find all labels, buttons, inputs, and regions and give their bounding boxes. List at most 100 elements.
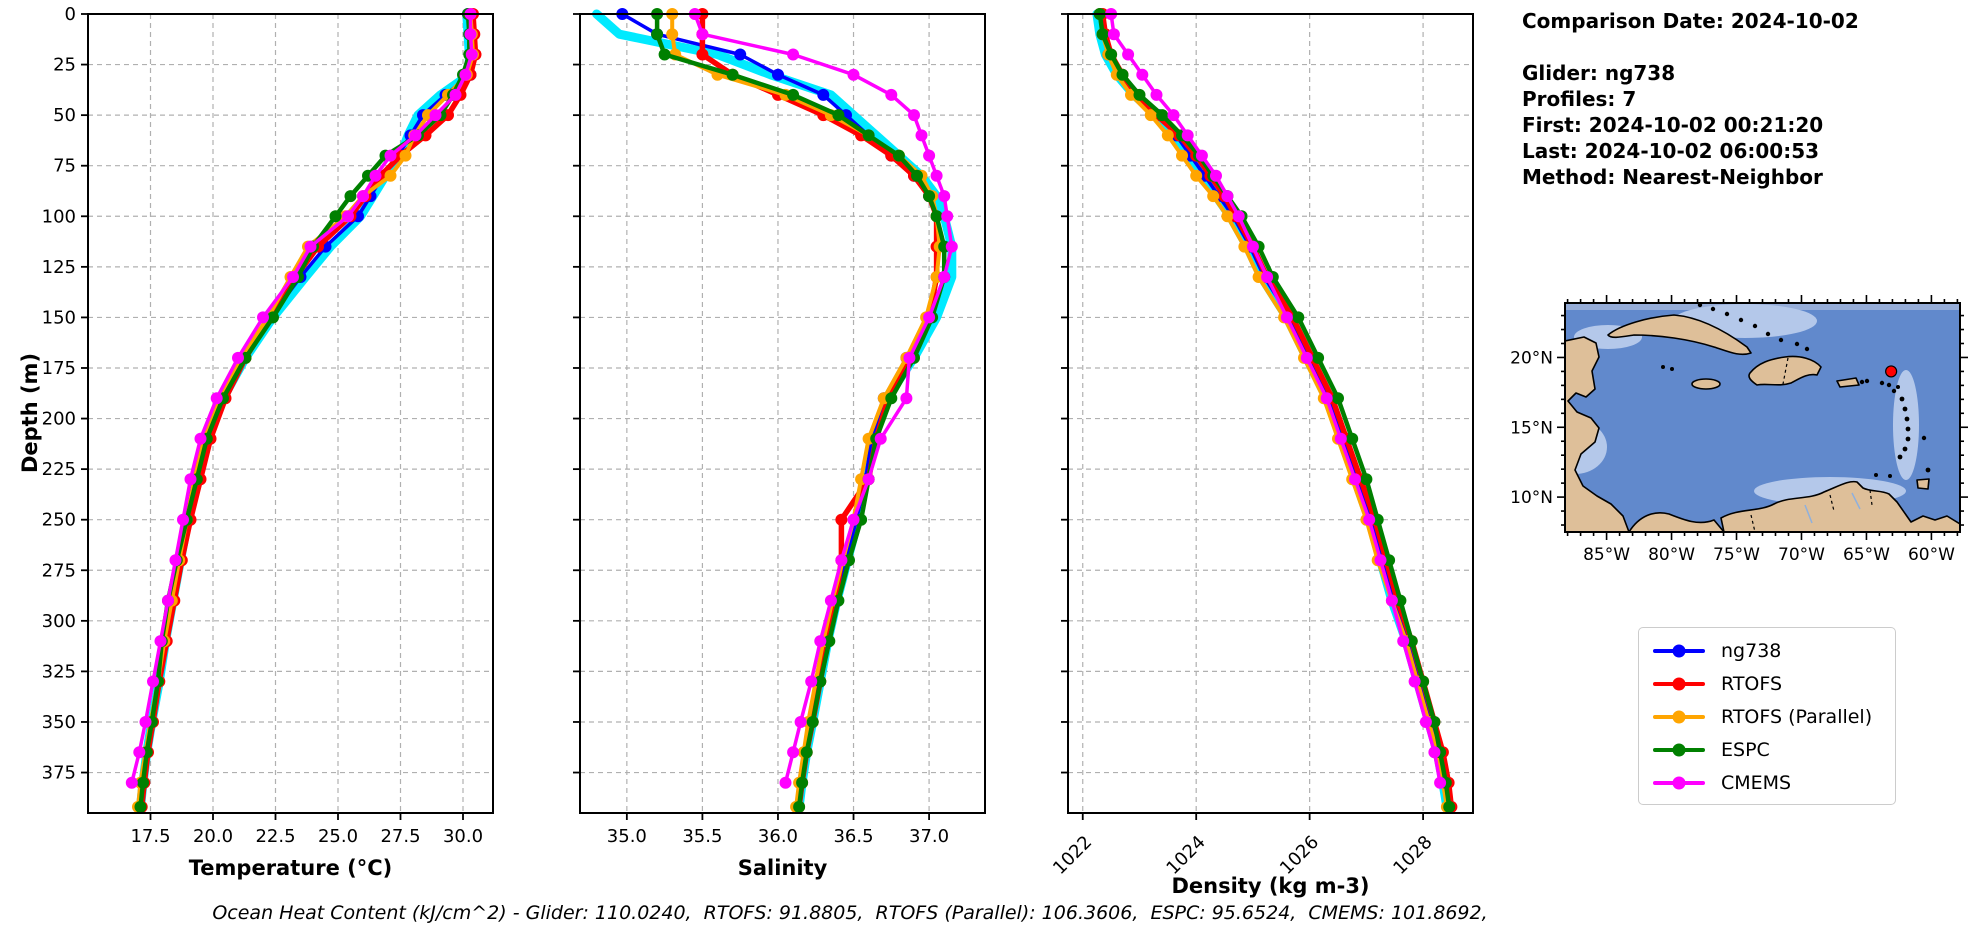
svg-text:Density (kg m-3): Density (kg m-3) [1171, 874, 1369, 898]
svg-text:27.5: 27.5 [380, 826, 420, 847]
legend-marker-dot [1672, 710, 1686, 723]
svg-text:50: 50 [53, 105, 76, 126]
series-rtofs-density [1096, 8, 1458, 813]
legend-line-sample [1653, 743, 1705, 756]
series-glider_raw-density [1092, 9, 1452, 812]
legend-line-sample [1653, 710, 1705, 723]
svg-text:85°W: 85°W [1583, 545, 1630, 565]
svg-text:275: 275 [42, 560, 76, 581]
profile-plots-svg: 17.5 20.0 22.5 25.0 27.5 30.0 0 25 50 75 100 125 150… [42, 4, 1474, 898]
legend: ng738 RTOFS RTOFS (Parallel) ESPC CMEMS [1638, 627, 1896, 805]
svg-text:1024: 1024 [1162, 832, 1209, 879]
country-borders [1750, 357, 1873, 532]
legend-item-rtofs-parallel: RTOFS (Parallel) [1653, 700, 1895, 733]
svg-text:1022: 1022 [1049, 832, 1096, 879]
svg-text:37.0: 37.0 [909, 826, 949, 847]
method-text: Method: Nearest-Neighbor [1522, 165, 1823, 189]
legend-item-rtofs: RTOFS [1653, 667, 1895, 700]
svg-text:75: 75 [53, 156, 76, 177]
legend-marker-dot [1672, 677, 1686, 690]
glider-name-text: Glider: ng738 [1522, 61, 1676, 85]
first-profile-time-text: First: 2024-10-02 00:21:20 [1522, 113, 1824, 137]
trinidad-land [1916, 478, 1930, 490]
svg-text:15°N: 15°N [1510, 418, 1553, 438]
svg-text:150: 150 [42, 307, 76, 328]
svg-text:225: 225 [42, 459, 76, 480]
legend-marker-dot [1672, 743, 1686, 756]
ocean-heat-content-annotation: Ocean Heat Content (kJ/cm^2) - Glider: 1… [212, 902, 1488, 924]
legend-label: ESPC [1721, 738, 1770, 761]
legend-label: RTOFS [1721, 672, 1783, 695]
svg-text:1028: 1028 [1389, 832, 1436, 879]
legend-item-cmems: CMEMS [1653, 766, 1895, 799]
series-espc-salinity [651, 8, 951, 813]
svg-text:175: 175 [42, 358, 76, 379]
series-espc-density [1093, 8, 1456, 813]
south-america-land [1720, 480, 1960, 532]
map-inset: 85°W 80°W 75°W 70°W 65°W 60°W 20°N 15°N 10°N [1510, 295, 1968, 565]
series-rtofs_parallel-density [1093, 8, 1453, 813]
legend-label: CMEMS [1721, 771, 1792, 794]
legend-marker-dot [1672, 776, 1686, 789]
svg-text:80°W: 80°W [1648, 545, 1695, 565]
svg-text:125: 125 [42, 257, 76, 278]
antilles-shelf-shallow [1893, 370, 1919, 480]
info-spacer [1522, 34, 1859, 60]
comparison-date-text: Comparison Date: 2024-10-02 [1522, 9, 1859, 33]
series-cmems-temperature [125, 8, 478, 789]
map-ticks-and-labels: 85°W 80°W 75°W 70°W 65°W 60°W 20°N 15°N 10°N [1510, 295, 1968, 565]
info-block: Comparison Date: 2024-10-02 Glider: ng73… [1522, 8, 1859, 190]
svg-text:100: 100 [42, 206, 76, 227]
svg-text:65°W: 65°W [1843, 545, 1890, 565]
svg-text:60°W: 60°W [1908, 545, 1955, 565]
jamaica-land [1691, 378, 1721, 390]
svg-text:35.5: 35.5 [682, 826, 722, 847]
panama-colombia-land [1628, 512, 1725, 532]
svg-text:30.0: 30.0 [443, 826, 483, 847]
puerto-rico-land [1836, 377, 1860, 388]
svg-text:75°W: 75°W [1713, 545, 1760, 565]
svg-text:Temperature (°C): Temperature (°C) [189, 856, 392, 880]
legend-marker-dot [1672, 644, 1686, 657]
svg-text:36.0: 36.0 [758, 826, 798, 847]
svg-text:375: 375 [42, 763, 76, 784]
svg-text:20.0: 20.0 [193, 826, 233, 847]
central-america-land [1565, 336, 1630, 532]
svg-text:1026: 1026 [1276, 832, 1323, 879]
temperature-profile-panel: 17.5 20.0 22.5 25.0 27.5 30.0 0 25 50 75 100 125 150… [42, 4, 494, 880]
legend-label: RTOFS (Parallel) [1721, 705, 1873, 728]
cuba-land [1607, 314, 1752, 356]
svg-text:17.5: 17.5 [130, 826, 170, 847]
svg-text:35.0: 35.0 [607, 826, 647, 847]
svg-text:10°N: 10°N [1510, 488, 1553, 508]
legend-item-espc: ESPC [1653, 733, 1895, 766]
svg-text:20°N: 20°N [1510, 348, 1553, 368]
legend-line-sample [1653, 776, 1705, 789]
svg-text:325: 325 [42, 661, 76, 682]
svg-text:Salinity: Salinity [738, 856, 828, 880]
salinity-profile-panel: 35.0 35.5 36.0 36.5 37.0 Salinity [573, 8, 986, 880]
series-rtofs_parallel-salinity [666, 8, 946, 813]
legend-item-ng738: ng738 [1653, 634, 1895, 667]
map-geography [1565, 303, 1960, 532]
legend-label: ng738 [1721, 639, 1782, 662]
depth-axis-label: Depth (m) [18, 352, 42, 474]
series-ng738-density [1093, 8, 1456, 813]
small-islands [1661, 303, 1931, 478]
last-profile-time-text: Last: 2024-10-02 06:00:53 [1522, 139, 1820, 163]
svg-text:36.5: 36.5 [833, 826, 873, 847]
series-cmems-density [1105, 8, 1447, 789]
density-profile-panel: 1022 1024 1026 1028 Density (kg m-3) [1049, 8, 1474, 898]
series-cmems-salinity [688, 8, 958, 789]
legend-line-sample [1653, 677, 1705, 690]
svg-text:250: 250 [42, 510, 76, 531]
svg-text:200: 200 [42, 409, 76, 430]
svg-text:25: 25 [53, 55, 76, 76]
svg-text:0: 0 [65, 4, 76, 25]
svg-text:70°W: 70°W [1778, 545, 1825, 565]
glider-location-marker [1885, 365, 1898, 378]
svg-text:22.5: 22.5 [255, 826, 295, 847]
svg-text:300: 300 [42, 611, 76, 632]
series-rtofs-temperature [135, 8, 482, 813]
